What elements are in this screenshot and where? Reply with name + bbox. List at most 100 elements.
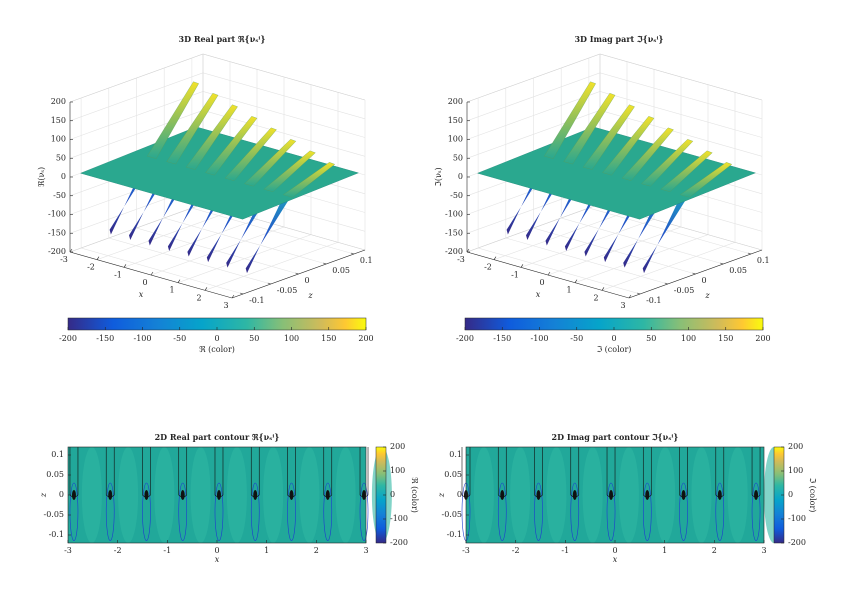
contour-core xyxy=(180,490,185,500)
y-tick-label: -0.1 xyxy=(249,296,264,305)
surface-peak xyxy=(602,116,655,176)
colorbar-tick-label: -100 xyxy=(531,334,549,343)
z-tick-label: 50 xyxy=(56,153,66,162)
x-axis-label: x xyxy=(215,555,220,564)
surface-peak xyxy=(166,93,219,165)
light-band xyxy=(226,447,247,543)
x-tick-label: -2 xyxy=(114,546,122,555)
contour-line xyxy=(606,482,616,541)
x-tick-label: -1 xyxy=(511,270,519,279)
y-tick-label: 0.05 xyxy=(729,266,747,275)
contour-core xyxy=(289,490,294,500)
contour-line xyxy=(570,482,580,541)
colorbar-tick-label: -200 xyxy=(390,538,408,547)
y-tick-label: 0.1 xyxy=(449,450,462,459)
contour-line xyxy=(105,482,115,541)
contour-core xyxy=(71,490,76,500)
colorbar-tick-label: 100 xyxy=(284,334,299,343)
contour-core xyxy=(645,490,650,500)
colorbar-label: ℑ (color) xyxy=(597,345,632,354)
x-tick-label: -3 xyxy=(457,255,465,264)
y-tick-label: -0.05 xyxy=(43,510,64,519)
surface-dip xyxy=(642,194,688,274)
x-tick-label: 0 xyxy=(214,546,219,555)
contour-lines xyxy=(461,447,784,543)
y-tick xyxy=(747,252,752,255)
y-tick-label: 0.1 xyxy=(757,256,770,265)
contour-line xyxy=(534,482,543,541)
x-tick xyxy=(231,294,235,299)
y-tick xyxy=(267,282,271,285)
surface xyxy=(79,81,360,274)
grid-line xyxy=(69,53,366,103)
y-tick-label: 0.05 xyxy=(46,470,64,479)
x-tick-label: 0 xyxy=(539,278,544,287)
x-tick xyxy=(177,279,181,283)
y-tick xyxy=(692,272,696,275)
light-band xyxy=(582,447,603,543)
z-tick-label: -200 xyxy=(48,247,66,256)
grid-line xyxy=(69,72,366,122)
y-tick-label: -0.1 xyxy=(447,530,462,539)
y-tick-label: 0 xyxy=(702,276,707,285)
x-tick-label: 3 xyxy=(620,301,625,310)
y-tick xyxy=(323,262,327,265)
colorbar-label: ℑ (color) xyxy=(808,478,817,513)
light-band xyxy=(691,447,712,543)
x-tick-label: -1 xyxy=(561,546,569,555)
colorbar-tick-label: -50 xyxy=(173,334,186,343)
surface-dip xyxy=(245,194,291,274)
colorbar-tick-label: 0 xyxy=(214,334,219,343)
z-tick-label: 0 xyxy=(61,172,66,181)
colorbar-tick-label: 0 xyxy=(611,334,616,343)
surface-peak xyxy=(205,116,258,176)
x-tick xyxy=(69,248,73,253)
surface-peak xyxy=(563,93,616,165)
colorbar-tick-label: -200 xyxy=(59,334,77,343)
surface-peak xyxy=(263,150,316,192)
colorbar-tick-label: -200 xyxy=(456,334,474,343)
x-tick-label: 3 xyxy=(363,546,368,555)
x-tick-label: -1 xyxy=(163,546,171,555)
z-tick-label: 50 xyxy=(453,153,463,162)
colorbar-tick-label: -150 xyxy=(96,334,114,343)
x-tick-label: -3 xyxy=(462,546,470,555)
z-tick-label: 0 xyxy=(458,172,463,181)
y-tick xyxy=(239,292,244,295)
contour-line xyxy=(287,482,296,541)
colorbar-tick-label: -100 xyxy=(134,334,152,343)
x-tick xyxy=(574,279,578,283)
x-tick-label: -2 xyxy=(87,263,95,272)
colorbar-tick-label: 50 xyxy=(249,334,259,343)
z-tick-label: 150 xyxy=(51,116,66,125)
x-tick-label: 2 xyxy=(314,546,319,555)
colorbar-tick-label: 200 xyxy=(358,334,373,343)
y-tick-label: 0 xyxy=(457,490,462,499)
y-tick xyxy=(664,282,668,285)
x-tick-label: 1 xyxy=(566,286,571,295)
chart-title: 2D Real part contour ℜ{νₛⁱ} xyxy=(155,432,280,442)
y-axis-label: z xyxy=(437,492,446,498)
z-axis-label: ℑ(νₛ) xyxy=(434,167,443,186)
grid-line xyxy=(466,72,763,122)
y-tick-label: -0.05 xyxy=(674,286,695,295)
x-tick-label: 1 xyxy=(662,546,667,555)
colorbar-tick-label: 0 xyxy=(390,490,395,499)
x-tick-label: 3 xyxy=(761,546,766,555)
y-tick-label: -0.05 xyxy=(277,286,298,295)
x-tick xyxy=(204,287,208,291)
surface-peak xyxy=(185,104,238,170)
y-axis-label: z xyxy=(39,492,48,498)
y-axis-label: z xyxy=(307,291,313,300)
x-tick xyxy=(96,256,100,260)
contour-line xyxy=(69,482,79,541)
y-tick-label: 0.05 xyxy=(332,266,350,275)
chart-title: 3D Real part ℜ{νₛⁱ} xyxy=(179,34,266,44)
contour-core xyxy=(325,490,330,500)
contour-core xyxy=(572,490,577,500)
contour-line xyxy=(214,482,224,541)
y-tick-label: -0.1 xyxy=(646,296,661,305)
surface-peak xyxy=(660,150,713,192)
box-edge xyxy=(69,53,204,103)
